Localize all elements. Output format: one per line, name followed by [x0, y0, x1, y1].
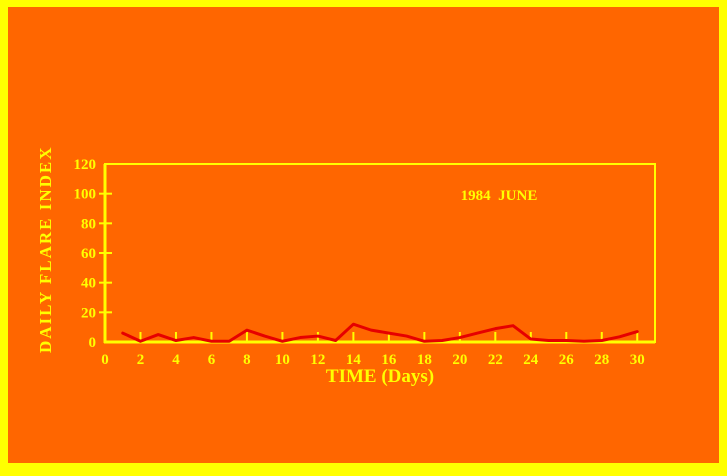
x-tick-label: 12	[310, 352, 325, 368]
x-tick-label: 30	[630, 352, 645, 368]
x-tick-label: 6	[208, 352, 216, 368]
x-tick-label: 0	[101, 352, 109, 368]
y-tick-label: 80	[81, 216, 96, 232]
x-axis-title: TIME (Days)	[325, 366, 435, 387]
y-tick-label: 40	[81, 276, 96, 292]
chart-title: 1984 JUNE	[460, 188, 538, 204]
x-tick-label: 10	[275, 352, 290, 368]
x-tick-label: 28	[594, 352, 609, 368]
x-tick-label: 16	[381, 352, 397, 368]
chart-background	[8, 7, 719, 463]
x-tick-label: 22	[488, 352, 503, 368]
x-tick-label: 8	[243, 352, 251, 368]
x-tick-label: 2	[137, 352, 145, 368]
y-tick-label: 120	[74, 157, 97, 173]
plot-frame	[104, 163, 656, 343]
x-tick-label: 26	[559, 352, 575, 368]
y-tick-label: 100	[74, 187, 97, 203]
y-tick-label: 60	[81, 246, 96, 262]
x-tick-label: 18	[417, 352, 432, 368]
x-tick-label: 14	[346, 352, 362, 368]
x-tick-label: 24	[523, 352, 539, 368]
y-tick-label: 0	[89, 335, 97, 351]
x-tick-label: 20	[452, 352, 467, 368]
x-tick-label: 4	[172, 352, 180, 368]
data-line	[121, 322, 639, 343]
y-tick-label: 20	[81, 305, 96, 321]
